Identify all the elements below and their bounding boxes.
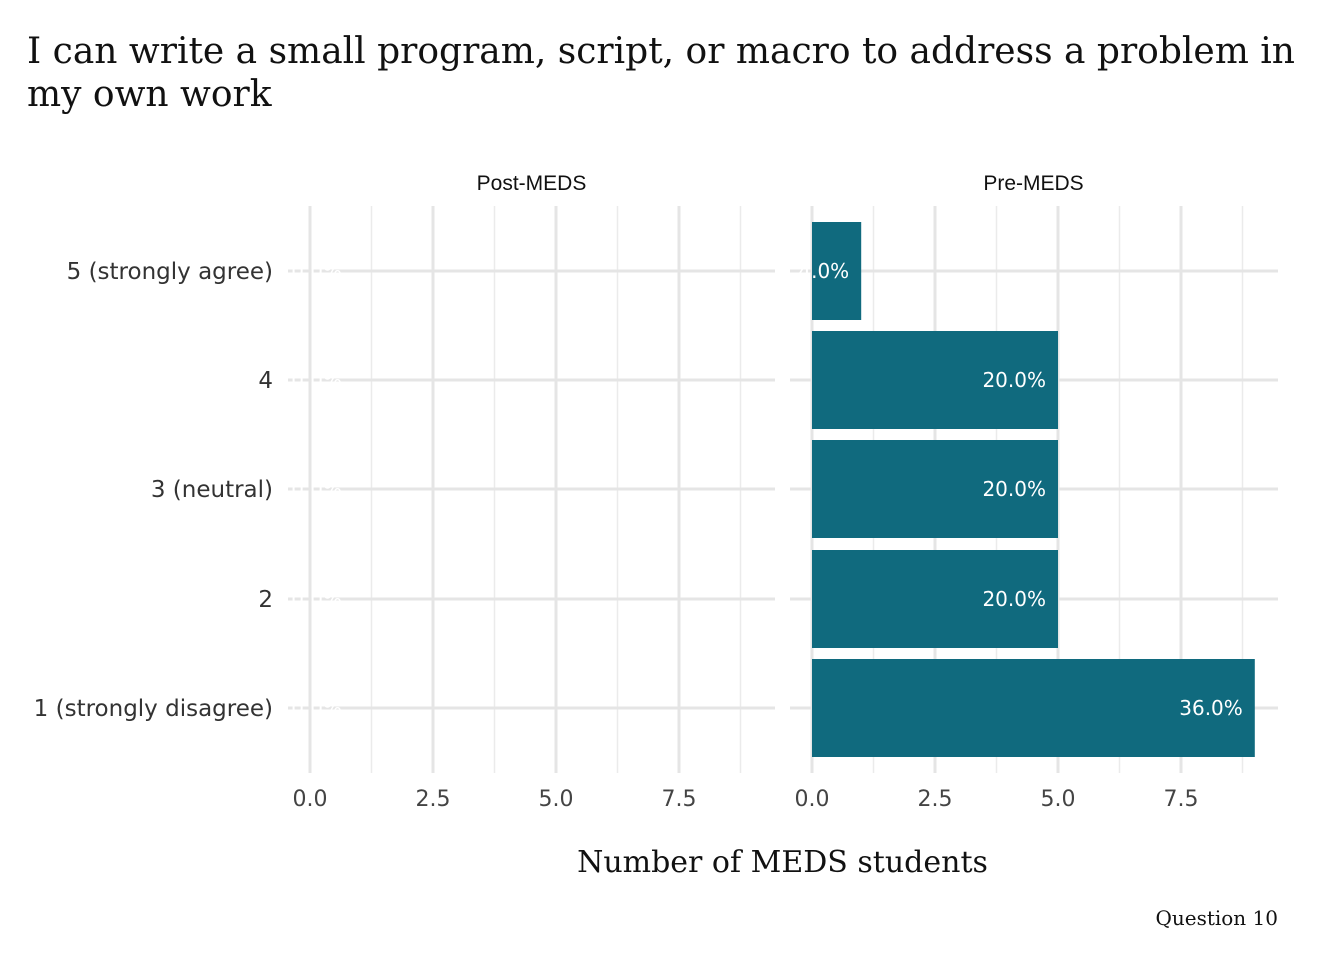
caption: Question 10 [1155, 906, 1278, 930]
bar-label: 0.0% [291, 368, 342, 392]
bar-pre-meds-2 [812, 550, 1058, 648]
bar-label: 0.0% [291, 477, 342, 501]
bar-label: 0.0% [291, 259, 342, 283]
bar-label: 0.0% [291, 696, 342, 720]
bar-pre-meds-5 [812, 222, 862, 320]
x-tick-label: 2.5 [918, 787, 953, 812]
x-tick-label: 0.0 [293, 787, 328, 812]
y-tick-label: 4 [258, 368, 273, 394]
bar-label: 20.0% [982, 477, 1046, 501]
chart-title: I can write a small program, script, or … [27, 31, 1295, 115]
y-tick-label: 2 [258, 587, 273, 613]
x-tick-label: 2.5 [416, 787, 451, 812]
bar-pre-meds-4 [812, 331, 1058, 429]
x-tick-label: 7.5 [1164, 787, 1199, 812]
x-axis-label: Number of MEDS students [577, 845, 988, 880]
bar-pre-meds-1 [812, 659, 1255, 757]
bar-label: 0.0% [291, 587, 342, 611]
facet-label-pre-meds: Pre-MEDS [983, 172, 1084, 195]
bar-label: 36.0% [1179, 696, 1243, 720]
bar-label: 20.0% [982, 368, 1046, 392]
bar-label: 4.0% [798, 259, 849, 283]
x-tick-label: 5.0 [1041, 787, 1076, 812]
y-tick-label: 5 (strongly agree) [67, 259, 273, 285]
facet-label-post-meds: Post-MEDS [476, 172, 587, 195]
y-tick-label: 3 (neutral) [151, 477, 273, 503]
bar-pre-meds-3 [812, 440, 1058, 538]
y-tick-label: 1 (strongly disagree) [34, 696, 273, 722]
bar-label: 20.0% [982, 587, 1046, 611]
x-tick-label: 5.0 [539, 787, 574, 812]
x-tick-label: 7.5 [662, 787, 697, 812]
x-tick-label: 0.0 [795, 787, 830, 812]
